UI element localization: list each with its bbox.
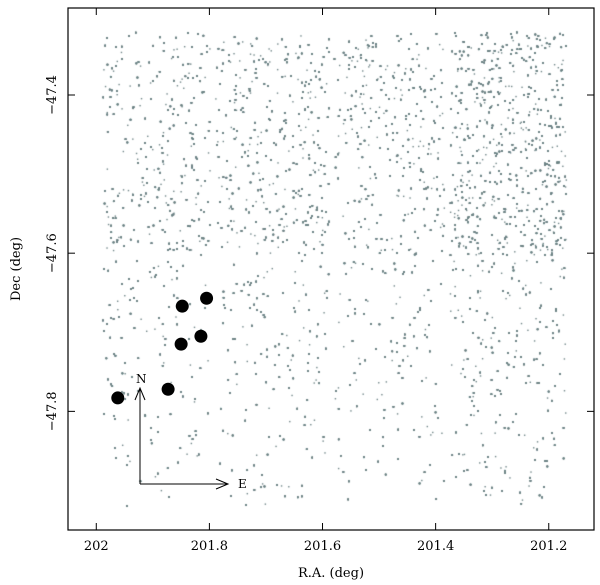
x-axis-title: R.A. (deg) <box>298 566 364 581</box>
axis-ticks: 201.2 201.4 201.6 201.8 202 −47.4 −47.6 −47.8 <box>45 8 594 554</box>
y-tick-label-2: −47.8 <box>45 391 60 431</box>
highlighted-star-4 <box>161 382 175 396</box>
highlighted-star-1 <box>175 299 189 313</box>
x-tick-label-1: 201.4 <box>417 539 454 554</box>
highlighted-star-3 <box>174 337 188 351</box>
highlighted-star-2 <box>194 329 208 343</box>
north-arrow-head <box>134 386 146 401</box>
highlighted-stars-layer <box>111 291 214 405</box>
highlighted-star-5 <box>111 391 125 405</box>
x-tick-label-2: 201.6 <box>304 539 341 554</box>
east-arrow-head <box>215 478 230 490</box>
y-tick-label-0: −47.4 <box>45 75 60 115</box>
y-tick-label-1: −47.6 <box>45 233 60 273</box>
highlighted-star-0 <box>200 291 214 305</box>
x-tick-label-3: 201.8 <box>191 539 228 554</box>
east-label: E <box>238 477 247 491</box>
x-tick-label-0: 201.2 <box>530 539 567 554</box>
x-tick-label-4: 202 <box>84 539 109 554</box>
compass-rose: N E <box>134 372 247 491</box>
y-axis-title: Dec (deg) <box>9 237 24 301</box>
north-label: N <box>136 372 147 386</box>
